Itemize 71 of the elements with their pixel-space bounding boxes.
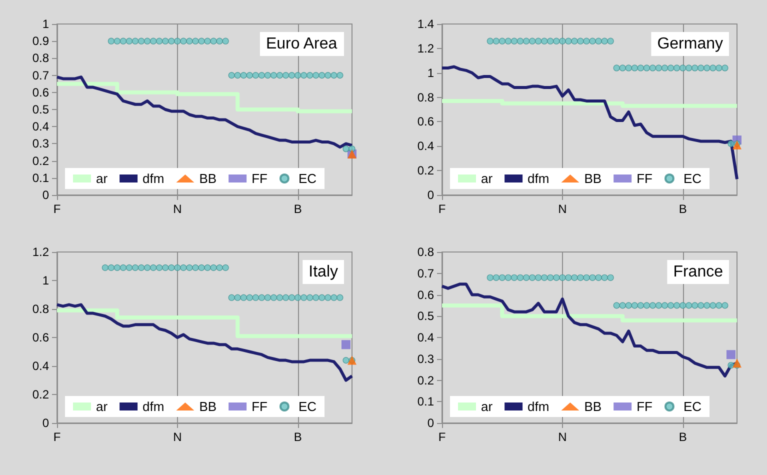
legend-label: FF <box>252 399 268 414</box>
y-tick-label: 0.6 <box>32 85 50 100</box>
x-tick-label: B <box>294 202 302 216</box>
x-tick-label: F <box>438 202 446 216</box>
y-tick-label: 0 <box>42 416 50 430</box>
y-tick-label: 0.6 <box>32 330 50 344</box>
y-tick-label: 0.4 <box>32 120 50 134</box>
y-tick-label: 0.1 <box>32 170 50 185</box>
legend-label: BB <box>199 399 217 414</box>
y-tick-label: 0.6 <box>417 114 434 129</box>
y-tick-label: 0.2 <box>32 388 50 402</box>
legend-label: FF <box>252 171 268 186</box>
y-tick-label: 0.8 <box>32 302 50 316</box>
legend-label: EC <box>298 399 317 414</box>
y-tick-label: 1 <box>42 17 50 31</box>
y-tick-label: 0.3 <box>32 136 50 151</box>
legend-label: BB <box>584 171 602 186</box>
y-tick-label: 1.2 <box>32 245 50 259</box>
text: Germany <box>657 36 723 52</box>
text: Euro Area <box>266 36 338 52</box>
x-tick-label: N <box>558 202 567 216</box>
x-tick-label: F <box>53 202 61 216</box>
y-tick-label: 0 <box>427 416 434 430</box>
x-tick-label: B <box>294 430 302 444</box>
y-tick-label: 0.6 <box>417 288 434 302</box>
y-tick-label: 0.8 <box>417 245 434 259</box>
y-tick-label: 1.2 <box>417 41 434 56</box>
y-tick-label: 1 <box>427 66 434 80</box>
y-tick-label: 0.4 <box>417 139 434 154</box>
y-tick-label: 0.7 <box>32 68 50 82</box>
x-tick-label: B <box>678 430 687 444</box>
legend-label: BB <box>584 399 602 414</box>
y-tick-label: 0.1 <box>417 394 434 409</box>
x-tick-label: F <box>53 430 61 444</box>
y-tick-label: 0.9 <box>32 34 50 48</box>
x-tick-label: B <box>678 202 687 216</box>
legend-label: EC <box>298 171 317 186</box>
x-tick-label: F <box>438 430 446 444</box>
y-tick-label: 0.5 <box>417 309 434 324</box>
legend-label: dfm <box>528 171 550 186</box>
y-tick-label: 0.5 <box>32 102 50 116</box>
text: France <box>673 264 724 280</box>
legend-label: EC <box>683 171 702 186</box>
x-tick-label: N <box>173 430 182 444</box>
y-tick-label: 0 <box>42 188 50 202</box>
legend-label: BB <box>199 171 217 186</box>
y-tick-label: 0.2 <box>417 164 434 178</box>
y-tick-label: 1.4 <box>417 17 434 31</box>
y-tick-label: 0.2 <box>32 154 50 168</box>
y-tick-label: 0.2 <box>417 373 434 388</box>
y-tick-label: 0.4 <box>32 359 50 373</box>
y-tick-label: 0.7 <box>417 266 434 280</box>
y-tick-label: 1 <box>42 274 50 288</box>
legend-label: ar <box>481 399 494 414</box>
legend-label: ar <box>96 171 108 186</box>
y-tick-label: 0.8 <box>32 51 50 66</box>
legend-label: EC <box>683 399 702 414</box>
y-tick-label: 0.4 <box>417 330 434 344</box>
y-tick-label: 0.8 <box>417 90 434 104</box>
x-tick-label: N <box>173 202 182 216</box>
legend-label: ar <box>96 399 108 414</box>
legend-label: FF <box>636 399 653 414</box>
legend-label: ar <box>481 171 494 186</box>
y-tick-label: 0.3 <box>417 352 434 366</box>
x-tick-label: N <box>558 430 567 444</box>
y-tick-label: 0 <box>427 188 434 202</box>
legend-label: dfm <box>528 399 550 414</box>
legend-label: FF <box>636 171 653 186</box>
text: Italy <box>308 264 338 280</box>
legend-label: dfm <box>142 171 164 186</box>
legend-label: dfm <box>142 399 164 414</box>
